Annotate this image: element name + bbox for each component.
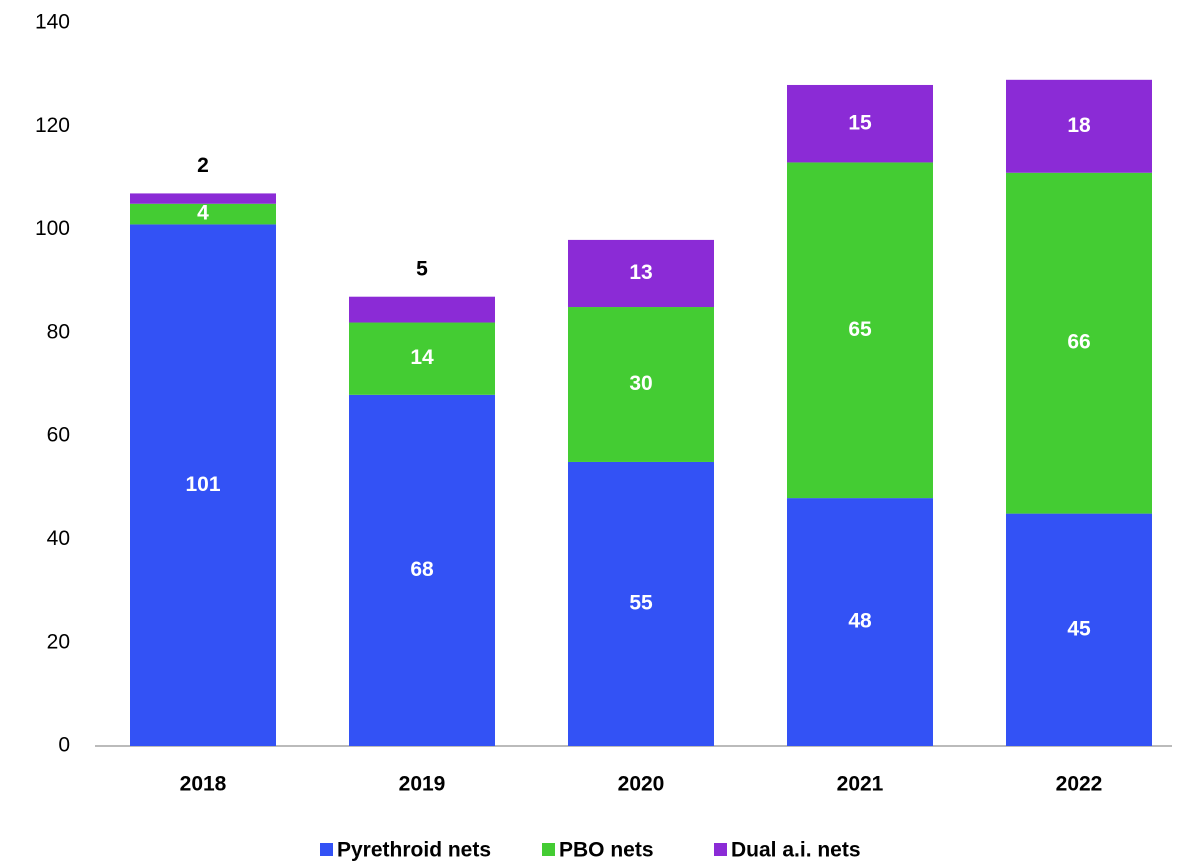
bar-segment — [130, 203, 276, 225]
legend-swatch — [542, 843, 555, 856]
data-label: 45 — [1067, 617, 1091, 640]
bar-segment — [349, 394, 495, 746]
bar-segment — [787, 498, 933, 746]
y-tick-label: 60 — [47, 424, 70, 447]
bar-segment — [568, 307, 714, 462]
data-label: 4 — [197, 202, 209, 225]
bar-segment — [1006, 79, 1152, 173]
data-label: 48 — [848, 610, 872, 633]
y-tick-label: 100 — [35, 217, 70, 240]
bar-segment — [349, 296, 495, 323]
bar-segment — [1006, 513, 1152, 746]
legend-label: PBO nets — [559, 839, 654, 862]
bar-segment — [787, 162, 933, 499]
data-label: 68 — [410, 558, 434, 581]
bar-segment — [130, 193, 276, 204]
data-label: 66 — [1067, 331, 1090, 354]
y-tick-label: 0 — [58, 734, 70, 757]
y-tick-label: 40 — [47, 527, 70, 550]
data-label: 15 — [848, 111, 872, 134]
data-label: 30 — [629, 372, 652, 395]
data-label: 13 — [629, 261, 652, 284]
bar-segment — [130, 224, 276, 746]
legend-swatch — [714, 843, 727, 856]
data-label: 5 — [416, 257, 428, 280]
legend-label: Dual a.i. nets — [731, 839, 861, 862]
legend-swatch — [320, 843, 333, 856]
bar-segment — [568, 239, 714, 308]
x-tick-label: 2021 — [837, 773, 884, 796]
data-label: 65 — [848, 318, 872, 341]
data-label: 55 — [629, 592, 653, 615]
data-label: 14 — [410, 346, 434, 369]
y-tick-label: 120 — [35, 114, 70, 137]
y-tick-label: 140 — [35, 11, 70, 34]
y-tick-label: 20 — [47, 630, 70, 653]
y-tick-label: 80 — [47, 320, 70, 343]
x-tick-label: 2018 — [180, 773, 227, 796]
x-tick-label: 2020 — [618, 773, 665, 796]
x-tick-label: 2022 — [1056, 773, 1103, 796]
bar-segment — [349, 322, 495, 395]
bar-segment — [1006, 172, 1152, 514]
bar-segment — [568, 461, 714, 746]
data-label: 2 — [197, 154, 209, 177]
data-label: 101 — [185, 473, 220, 496]
legend-label: Pyrethroid nets — [337, 839, 491, 862]
x-tick-label: 2019 — [399, 773, 446, 796]
data-label: 18 — [1067, 114, 1091, 137]
bar-segment — [787, 84, 933, 163]
